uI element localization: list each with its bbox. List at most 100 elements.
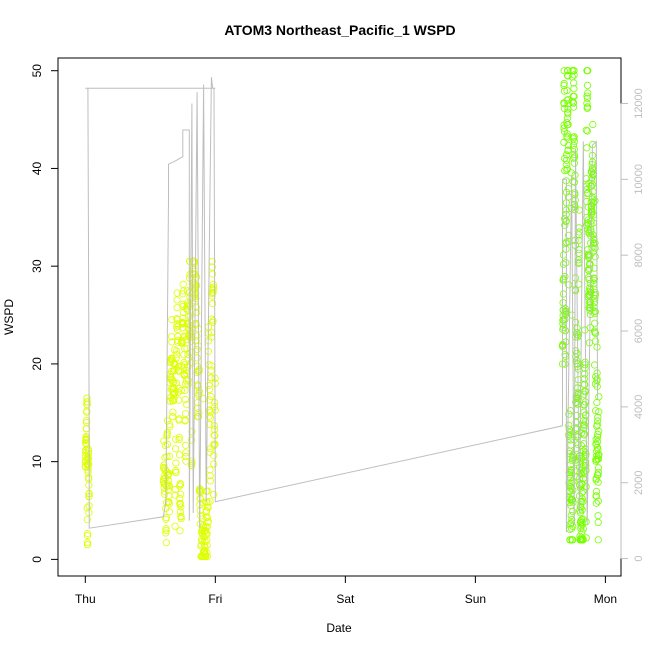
scatter-point (585, 265, 594, 273)
scatter-point (160, 461, 168, 469)
scatter-point (193, 332, 201, 340)
scatter-point (570, 145, 579, 154)
scatter-point (570, 92, 578, 101)
scatter-point (582, 126, 590, 134)
secondary-line (85, 76, 599, 533)
scatter-point (589, 120, 597, 129)
x-tick-label: Mon (594, 592, 617, 606)
scatter-point (172, 459, 180, 467)
scatter-point (203, 549, 211, 557)
chart-title: ATOM3 Northeast_Pacific_1 WSPD (224, 22, 455, 38)
scatter-point (83, 398, 91, 406)
scatter-point (176, 482, 184, 490)
scatter-point (203, 541, 211, 550)
scatter-point (570, 138, 579, 146)
scatter-point (206, 466, 214, 474)
y2-tick-label: 8000 (633, 243, 645, 267)
scatter-point (202, 526, 210, 535)
scatter-point (581, 388, 589, 396)
scatter-point (594, 471, 602, 479)
scatter-point (580, 421, 588, 430)
scatter-point (564, 121, 572, 129)
scatter-point (569, 536, 577, 544)
scatter-point (187, 348, 195, 356)
scatter-point (165, 508, 173, 516)
scatter-point (578, 520, 586, 529)
scatter-point (574, 280, 583, 288)
scatter-point (209, 286, 217, 294)
scatter-point (585, 275, 593, 284)
scatter-point (582, 534, 590, 542)
scatter-point (559, 251, 568, 259)
scatter-point (564, 141, 573, 149)
scatter-point (163, 440, 172, 448)
scatter-point (193, 308, 201, 316)
scatter-point (188, 436, 196, 444)
scatter-point (184, 354, 192, 363)
scatter-point (561, 360, 569, 368)
scatter-point (591, 244, 599, 252)
x-tick-label: Fri (208, 592, 222, 606)
scatter-point (204, 503, 212, 512)
scatter-point (193, 354, 201, 362)
scatter-point (565, 421, 573, 429)
scatter-point (581, 361, 589, 369)
scatter-point (568, 457, 577, 465)
scatter-point (580, 424, 588, 432)
scatter-point (182, 452, 190, 461)
scatter-point (591, 239, 599, 247)
scatter-point (206, 497, 214, 505)
scatter-point (582, 461, 590, 470)
scatter-point (584, 89, 592, 97)
scatter-point (565, 281, 573, 289)
scatter-point (176, 527, 184, 535)
scatter-point (181, 410, 190, 418)
scatter-point (201, 550, 209, 558)
scatter-point (588, 181, 597, 189)
scatter-point (570, 133, 578, 141)
scatter-point (181, 386, 189, 395)
scatter-point (209, 283, 218, 291)
x-axis: Thu Fri Sat Sun Mon (75, 575, 617, 606)
scatter-point (165, 476, 173, 485)
scatter-point (568, 453, 577, 462)
y-tick-label: 50 (30, 64, 44, 78)
scatter-point (591, 319, 599, 327)
scatter-point (163, 417, 171, 425)
scatter-point (172, 435, 180, 443)
scatter-point (571, 153, 579, 161)
scatter-point (163, 429, 171, 437)
scatter-point (164, 486, 172, 494)
plot-frame (57, 57, 622, 577)
scatter-point (179, 320, 187, 328)
scatter-point (563, 130, 571, 138)
scatter-point (595, 450, 603, 458)
y2-tick-label: 12000 (633, 88, 645, 119)
scatter-point (84, 466, 92, 474)
scatter-point (210, 490, 218, 499)
scatter-point (209, 288, 217, 296)
scatter-point (169, 413, 177, 421)
scatter-point (563, 87, 571, 95)
scatter-point (571, 352, 580, 361)
scatter-point (560, 67, 568, 75)
scatter-point (204, 498, 212, 507)
scatter-point (559, 299, 567, 307)
scatter-point (169, 408, 177, 416)
scatter-point (593, 433, 602, 441)
scatter-point (172, 468, 180, 477)
y2-tick-label: 4000 (633, 395, 645, 419)
scatter-point (161, 490, 169, 499)
scatter-point (173, 296, 181, 304)
scatter-point (594, 468, 603, 476)
scatter-point (591, 308, 600, 316)
scatter-point (575, 206, 583, 214)
scatter-point (192, 303, 200, 311)
scatter-point (177, 481, 185, 489)
scatter-point (202, 552, 210, 561)
scatter-point (582, 483, 590, 491)
scatter-point (583, 94, 592, 102)
scatter-point (177, 386, 185, 394)
scatter-point (198, 537, 206, 545)
scatter-point (172, 445, 180, 453)
